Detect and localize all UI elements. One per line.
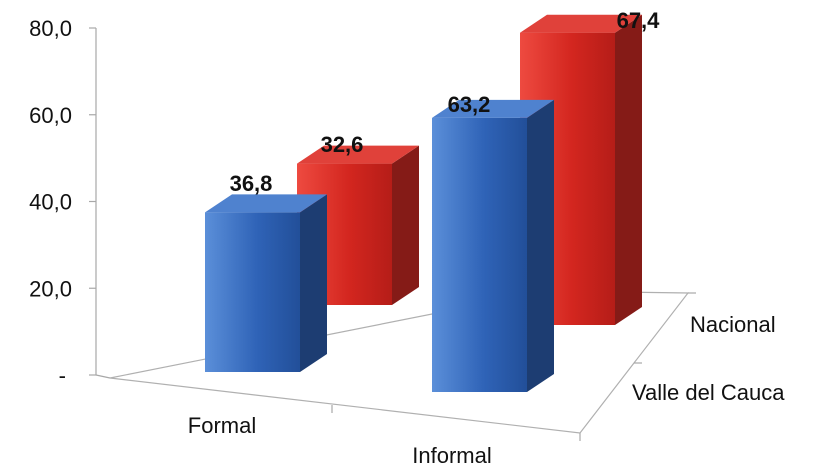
bar-side-face <box>527 99 554 393</box>
bar-valle-informal <box>432 99 554 393</box>
bar-valle-formal <box>205 194 327 372</box>
y-tick-label: 40,0 <box>29 190 72 215</box>
x-category-label: Formal <box>188 413 256 438</box>
depth-series-label: Nacional <box>690 312 776 337</box>
bar-top-face <box>205 194 327 213</box>
y-tick-label: 80,0 <box>29 16 72 41</box>
floor-corner-line <box>95 374 111 379</box>
bar-front-face <box>432 117 527 393</box>
data-label: 32,6 <box>321 132 364 157</box>
chart-axes: - 20,0 40,0 60,0 80,0 <box>29 16 696 441</box>
bar-side-face <box>300 194 327 372</box>
bar-side-face <box>392 145 419 305</box>
y-tick-label: 20,0 <box>29 276 72 301</box>
data-label: 63,2 <box>448 92 491 117</box>
data-label: 36,8 <box>230 171 273 196</box>
depth-series-label: Valle del Cauca <box>632 380 785 405</box>
data-label: 67,4 <box>617 8 661 33</box>
chart-bars <box>205 14 642 393</box>
y-tick-label: - <box>59 363 66 388</box>
bar-side-face <box>615 14 642 325</box>
bar-top-face <box>520 14 642 33</box>
x-category-label: Informal <box>412 443 491 468</box>
y-tick-label: 60,0 <box>29 103 72 128</box>
chart-labels: Formal Informal Valle del Cauca Nacional 32,… <box>188 8 785 468</box>
bar-front-face <box>205 212 300 372</box>
bar-top-face <box>432 99 554 118</box>
bar-top-face <box>297 145 419 164</box>
